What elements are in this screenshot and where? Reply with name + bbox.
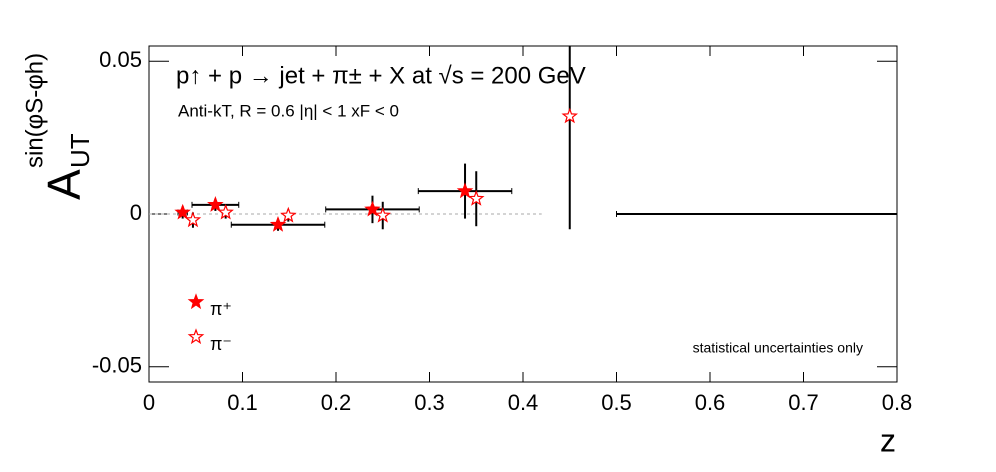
legend-marker (187, 328, 205, 345)
y-label-sub: UT (65, 133, 95, 168)
marker (217, 203, 234, 220)
marker (207, 196, 224, 212)
x-tick-label: 0.2 (321, 390, 352, 415)
legend-label: π⁻ (210, 334, 232, 354)
marker (561, 107, 579, 124)
marker (456, 182, 474, 199)
marker (374, 206, 392, 223)
y-tick-label: -0.05 (92, 353, 142, 378)
marker (280, 206, 297, 223)
marker (174, 203, 191, 220)
annotation: statistical uncertainties only (693, 340, 863, 356)
marker (364, 200, 381, 217)
marker (184, 211, 202, 228)
x-tick-label: 0.7 (788, 390, 819, 415)
y-tick-label: 0.05 (99, 47, 142, 72)
y-label-main: A (38, 169, 90, 200)
x-tick-label: 0.8 (882, 390, 913, 415)
x-tick-label: 0.5 (601, 390, 632, 415)
legend-label: π⁺ (210, 299, 232, 319)
x-tick-label: 0.3 (414, 390, 445, 415)
x-axis-label: z (880, 422, 896, 458)
x-tick-label: 0.4 (508, 390, 539, 415)
marker (269, 216, 287, 232)
x-tick-label: 0.6 (695, 390, 726, 415)
legend-marker (187, 293, 205, 310)
y-tick-label: 0 (130, 200, 142, 225)
marker (467, 190, 485, 206)
x-tick-label: 0.1 (227, 390, 258, 415)
y-label-sup: sin(φS-φh) (21, 53, 48, 168)
x-tick-label: 0 (143, 390, 155, 415)
y-axis-label: A UT sin(φS-φh) (21, 53, 95, 200)
chart-subtitle: Anti-kT, R = 0.6 |η| < 1 xF < 0 (178, 101, 399, 120)
chart-title: p↑ + p → jet + π± + X at √s = 200 GeV (176, 62, 586, 89)
